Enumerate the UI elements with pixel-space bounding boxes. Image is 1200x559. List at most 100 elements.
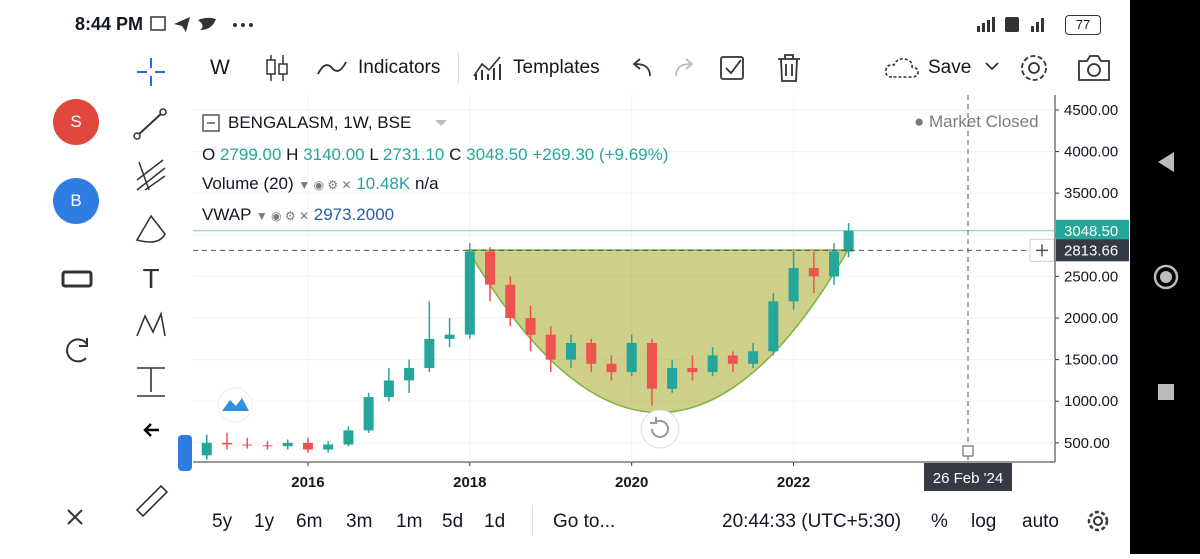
candle-body <box>363 397 374 431</box>
candle-body <box>464 251 475 335</box>
x-tick-label: 2016 <box>291 474 324 491</box>
y-tick-label: 2500.00 <box>1064 268 1118 285</box>
svg-text:T: T <box>142 263 159 294</box>
auto-toggle[interactable]: auto <box>1022 511 1059 532</box>
ohlc-value: 2731.10 <box>382 145 445 164</box>
candle-body <box>505 284 516 319</box>
drawing-tools[interactable]: T <box>115 50 191 554</box>
crosshair-plus <box>1036 244 1048 257</box>
candle-body <box>829 251 840 277</box>
log-toggle[interactable]: log <box>971 511 997 532</box>
y-tick-label: 4000.00 <box>1064 144 1118 161</box>
range-button[interactable]: 5y <box>212 511 233 532</box>
undo-redo[interactable] <box>628 56 698 80</box>
ohlc-row: O 2799.00 H 3140.00 L 2731.10 C 3048.50 … <box>202 145 668 165</box>
range-button[interactable]: 6m <box>296 511 323 532</box>
candle-body <box>788 268 799 302</box>
ohlc-label: O <box>202 145 216 164</box>
nav-buttons[interactable] <box>1130 0 1200 554</box>
separator <box>532 506 533 536</box>
logo-icon <box>222 398 249 411</box>
side-icons[interactable] <box>60 262 94 372</box>
crosshair-date-label: 26 Feb '24 <box>933 470 1003 487</box>
y-tick-label: 3500.00 <box>1064 185 1118 202</box>
candle-body <box>667 367 678 389</box>
templates-icon[interactable] <box>472 54 504 82</box>
candle-body <box>606 363 617 373</box>
symbol-title[interactable]: BENGALASM, 1W, BSE <box>228 113 412 132</box>
reset-icon <box>650 417 669 438</box>
crosshair-lock <box>962 445 974 457</box>
trash-icon[interactable] <box>776 53 802 83</box>
market-status-text: Market Closed <box>929 112 1039 131</box>
candle-body <box>485 251 496 285</box>
reset-button[interactable] <box>640 409 680 449</box>
avatar[interactable]: B <box>53 178 99 224</box>
settings-icon[interactable] <box>1018 52 1050 84</box>
ohlc-value: 3140.00 <box>303 145 365 164</box>
ohlc-value: 2799.00 <box>219 145 282 164</box>
range-button[interactable]: 1y <box>254 511 275 532</box>
candle-body <box>302 442 313 450</box>
range-button[interactable]: 5d <box>442 511 464 532</box>
candle-body <box>262 445 273 447</box>
candle-body <box>727 355 738 364</box>
cloud-icon[interactable] <box>884 56 920 80</box>
close-icon[interactable] <box>60 505 90 531</box>
range-button[interactable]: 3m <box>346 511 373 532</box>
crosshair-price-box <box>1056 239 1129 262</box>
vwap-label[interactable]: VWAP <box>202 205 252 224</box>
indicators-icon[interactable] <box>316 58 348 78</box>
status-time: 8:44 PM <box>75 14 144 34</box>
candle-body <box>444 334 455 339</box>
candle-body <box>282 442 293 447</box>
camera-icon[interactable] <box>1076 53 1112 83</box>
indicators-button[interactable]: Indicators <box>358 57 441 78</box>
change: +269.30 (+9.69%) <box>532 145 669 164</box>
candle-body <box>586 342 597 364</box>
candle-body <box>626 342 637 373</box>
chart-type-icon[interactable] <box>262 52 292 84</box>
percent-toggle[interactable]: % <box>931 511 948 532</box>
collapse-handle[interactable] <box>178 435 192 471</box>
ohlc-label: L <box>369 145 379 164</box>
ohlc-value: 3048.50 <box>466 145 528 164</box>
y-tick-label: 4500.00 <box>1064 102 1118 119</box>
collapse-legend-icon[interactable] <box>202 114 222 134</box>
crosshair-date-box <box>924 463 1012 491</box>
last-price-label: 3048.50 <box>1064 223 1118 240</box>
symbol-menu[interactable] <box>434 118 448 128</box>
avatar[interactable]: S <box>53 99 99 145</box>
y-tick-label: 500.00 <box>1064 435 1110 452</box>
checkbox-icon[interactable] <box>718 54 746 82</box>
range-button[interactable]: 1m <box>396 511 423 532</box>
goto-button[interactable]: Go to... <box>553 511 616 532</box>
candle-body <box>404 367 415 381</box>
volume-label[interactable]: Volume (20) <box>202 174 294 193</box>
battery: 77 <box>1065 15 1101 35</box>
crosshair-price-label: 2813.66 <box>1064 242 1118 259</box>
volume-extra: n/a <box>414 174 439 193</box>
separator <box>458 52 459 84</box>
save-button[interactable]: Save <box>928 57 972 78</box>
x-tick-label: 2022 <box>777 474 810 491</box>
y-tick-label: 2000.00 <box>1064 310 1118 327</box>
interval-button[interactable]: W <box>210 56 230 79</box>
candle-body <box>343 430 354 445</box>
bottom-settings[interactable] <box>1086 509 1110 533</box>
last-price-box <box>1056 219 1129 242</box>
templates-button[interactable]: Templates <box>513 57 600 78</box>
vwap-row: VWAP ▼ ◉ ⚙ ✕ 2973.2000 <box>202 205 395 224</box>
market-status: ● Market Closed <box>914 112 1039 131</box>
candle-body <box>843 230 854 252</box>
candle-body <box>201 442 212 456</box>
candle-body <box>383 380 394 398</box>
x-tick-label: 2018 <box>453 474 486 491</box>
candle-body <box>525 318 536 335</box>
save-menu-arrow[interactable] <box>984 60 1000 72</box>
y-tick-label: 1000.00 <box>1064 393 1118 410</box>
range-button[interactable]: 1d <box>484 511 506 532</box>
candle-body <box>242 444 253 446</box>
clock[interactable]: 20:44:33 (UTC+5:30) <box>722 511 902 532</box>
candle-body <box>687 367 698 373</box>
